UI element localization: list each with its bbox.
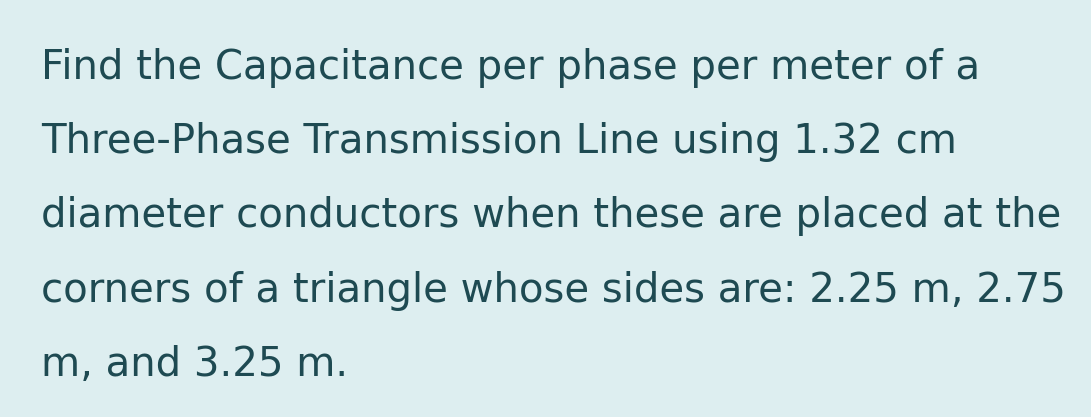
Text: diameter conductors when these are placed at the: diameter conductors when these are place… xyxy=(41,196,1062,236)
Text: Find the Capacitance per phase per meter of a: Find the Capacitance per phase per meter… xyxy=(41,48,981,88)
Text: m, and 3.25 m.: m, and 3.25 m. xyxy=(41,345,349,385)
Text: Three-Phase Transmission Line using 1.32 cm: Three-Phase Transmission Line using 1.32… xyxy=(41,122,957,162)
Text: corners of a triangle whose sides are: 2.25 m, 2.75: corners of a triangle whose sides are: 2… xyxy=(41,271,1066,311)
